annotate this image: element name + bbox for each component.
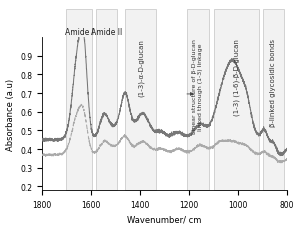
Text: Linear structure of β-D-glucan
linked through (1-3) linkage: Linear structure of β-D-glucan linked th… [192,39,203,134]
Y-axis label: Absorbance (a.u): Absorbance (a.u) [6,78,15,150]
Text: Amide I: Amide I [65,28,94,37]
Text: (1-3)-α-D-glucan: (1-3)-α-D-glucan [137,39,144,97]
Text: β-linked glycosidic bonds: β-linked glycosidic bonds [270,39,276,127]
Bar [214,10,259,190]
Bar [187,10,209,190]
Text: (1-3) (1-6)-β-D-glucan: (1-3) (1-6)-β-D-glucan [233,39,240,116]
Bar [263,10,284,190]
Bar [125,10,156,190]
Bar [96,10,117,190]
X-axis label: Wavenumber/ cm: Wavenumber/ cm [128,215,202,224]
Bar [67,10,92,190]
Text: Amide II: Amide II [91,28,122,37]
